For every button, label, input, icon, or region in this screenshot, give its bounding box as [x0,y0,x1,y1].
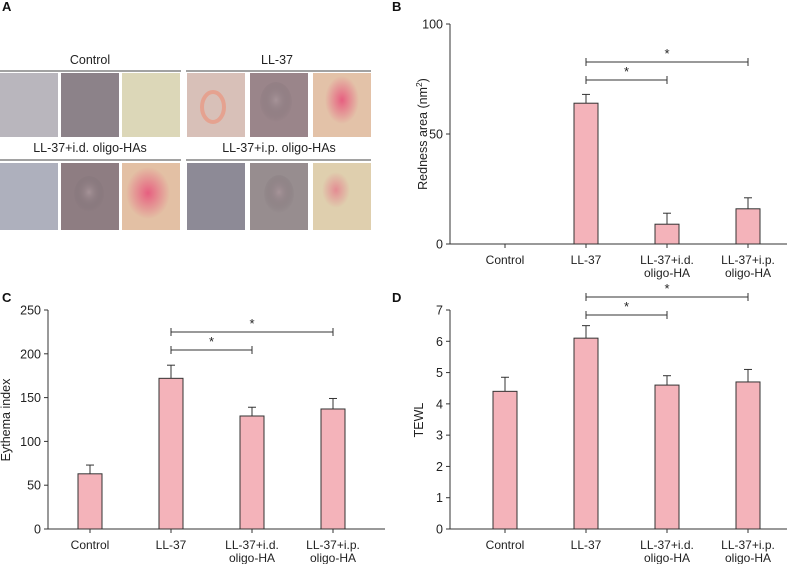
chart-b-significance-star: * [624,64,629,79]
photo-control-surface [0,73,58,137]
chart-d-category-label: LL-37 [571,538,602,552]
chart-d-ytick-label: 7 [436,304,443,318]
chart-b-bar [573,102,599,245]
photo-ip-bump [264,175,294,213]
panel-a-photos: A Control LL-37 LL-37+i.d. oligo-HAs LL-… [0,0,371,230]
chart-d-category-label: Control [486,538,525,552]
chart-d-category-label: oligo-HA [644,551,690,564]
panel-label-c: C [2,290,12,305]
photo-control-dorsal [61,73,119,137]
panel-c-erythema-chart: C Eythema index 0 50 100 150 200 250 Control LL… [0,290,385,564]
photo-control-underside [122,73,180,137]
chart-d-category-label: LL-37+i.p. [721,538,775,552]
chart-c-bar [239,415,265,530]
chart-c-category-label: LL-37 [156,538,187,552]
chart-d-significance-star: * [624,299,629,314]
photo-ll37-bump [260,82,292,122]
panel-label-d: D [392,290,401,305]
chart-c-bar [77,473,103,530]
chart-d-ytick-label: 4 [436,397,443,411]
photo-id-surface [0,163,58,230]
chart-b-bar [654,223,680,245]
chart-c-category-label: oligo-HA [229,551,275,564]
photo-id-redness [126,167,170,219]
chart-c-ytick-label: 200 [20,347,41,361]
panel-label-a: A [2,0,12,14]
chart-d-bar [735,381,761,530]
chart-c-bar [320,408,346,530]
chart-d-ytick-label: 5 [436,366,443,380]
chart-c-significance-star: * [209,334,214,349]
chart-b-significance-star: * [664,46,669,61]
chart-d-bar [654,384,680,530]
chart-b-ytick-label: 0 [436,238,443,252]
chart-b-category-label: LL-37+i.p. [721,253,775,267]
chart-c-ytick-label: 250 [20,304,41,318]
chart-d-ytick-label: 6 [436,335,443,349]
chart-d-significance-star: * [664,281,669,296]
chart-d-bar [573,337,599,530]
panel-b-redness-chart: B Redness area (nm2) 0 50 100 Control LL-37 L… [392,0,787,280]
chart-c-category-label: LL-37+i.d. [225,538,279,552]
chart-d-ytick-label: 0 [436,523,443,537]
chart-c-category-label: Control [71,538,110,552]
photo-id-bump [74,176,104,212]
chart-b-category-label: LL-37+i.d. [640,253,694,267]
chart-b-ytick-label: 100 [422,18,443,32]
chart-c-ytick-label: 50 [27,479,41,493]
chart-d-ylabel: TEWL [412,403,426,438]
chart-d-category-label: oligo-HA [725,551,771,564]
chart-d-ytick-label: 2 [436,460,443,474]
panel-label-b: B [392,0,401,14]
photo-ll37-surface [187,73,245,137]
photo-ip-redness [322,172,350,208]
chart-b-ytick-label: 50 [429,128,443,142]
chart-d-bar [492,390,518,530]
chart-c-category-label: LL-37+i.p. [306,538,360,552]
chart-d-category-label: LL-37+i.d. [640,538,694,552]
chart-c-significance-star: * [249,316,254,331]
photo-title-id: LL-37+i.d. oligo-HAs [33,141,147,155]
photo-title-ip: LL-37+i.p. oligo-HAs [222,141,336,155]
chart-b-category-label: LL-37 [571,253,602,267]
chart-c-ytick-label: 150 [20,391,41,405]
photo-ip-surface [187,163,245,230]
chart-b-ylabel: Redness area (nm2) [414,78,430,190]
chart-b-bar [735,208,761,245]
chart-c-ytick-label: 100 [20,435,41,449]
photo-title-control: Control [70,53,110,67]
chart-d-ytick-label: 1 [436,491,443,505]
chart-c-ylabel: Eythema index [0,378,13,461]
chart-c-bar [158,377,184,530]
photo-title-ll37: LL-37 [261,53,293,67]
photo-ll37-redness [325,76,359,124]
chart-c-ytick-label: 0 [34,523,41,537]
photo-ll37-lesion-ring [200,90,226,124]
chart-b-category-label: Control [486,253,525,267]
chart-d-ytick-label: 3 [436,429,443,443]
chart-c-category-label: oligo-HA [310,551,356,564]
chart-b-category-label: oligo-HA [644,266,690,280]
chart-b-category-label: oligo-HA [725,266,771,280]
